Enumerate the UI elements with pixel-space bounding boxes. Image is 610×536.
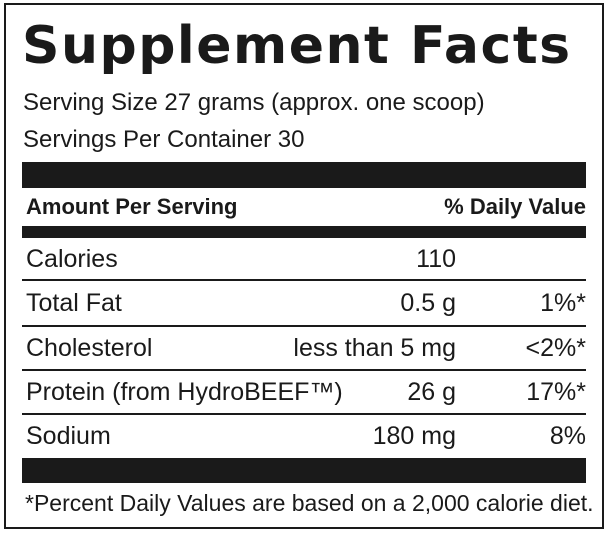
nutrient-amount: less than 5 mg — [293, 334, 456, 362]
nutrient-row-cholesterol: Cholesterol less than 5 mg <2%* — [22, 327, 586, 369]
nutrient-amount: 26 g — [407, 378, 456, 406]
daily-value-footnote: *Percent Daily Values are based on a 2,0… — [25, 490, 594, 516]
row-divider — [22, 369, 586, 371]
servings-per-container: Servings Per Container 30 — [23, 126, 305, 153]
column-header: Amount Per Serving % Daily Value — [22, 189, 586, 225]
nutrient-daily-value: 1%* — [540, 289, 586, 317]
nutrient-name: Total Fat — [26, 289, 122, 317]
nutrient-row-total-fat: Total Fat 0.5 g 1%* — [22, 282, 586, 324]
row-divider — [22, 279, 586, 281]
nutrient-amount: 110 — [416, 245, 456, 273]
nutrient-daily-value: 17%* — [526, 378, 586, 406]
row-divider — [22, 413, 586, 415]
row-divider — [22, 325, 586, 327]
daily-value-label: % Daily Value — [444, 194, 586, 219]
nutrient-amount: 0.5 g — [400, 289, 456, 317]
serving-size: Serving Size 27 grams (approx. one scoop… — [23, 89, 485, 116]
nutrient-name: Protein (from HydroBEEF™) — [26, 378, 343, 406]
nutrient-name: Calories — [26, 245, 118, 273]
supplement-facts-panel: Supplement Facts Serving Size 27 grams (… — [4, 3, 604, 529]
amount-per-serving-label: Amount Per Serving — [26, 194, 238, 219]
header-divider — [22, 226, 586, 238]
nutrient-row-protein: Protein (from HydroBEEF™) 26 g 17%* — [22, 371, 586, 413]
nutrient-name: Cholesterol — [26, 334, 153, 362]
panel-title: Supplement Facts — [22, 16, 572, 76]
nutrient-amount: 180 mg — [372, 422, 456, 450]
bottom-thick-divider — [22, 458, 586, 483]
nutrient-name: Sodium — [26, 422, 111, 450]
nutrient-daily-value: <2%* — [525, 334, 586, 362]
nutrient-row-sodium: Sodium 180 mg 8% — [22, 415, 586, 457]
top-thick-divider — [22, 162, 586, 188]
nutrient-row-calories: Calories 110 — [22, 238, 586, 280]
nutrient-daily-value: 8% — [549, 422, 586, 450]
